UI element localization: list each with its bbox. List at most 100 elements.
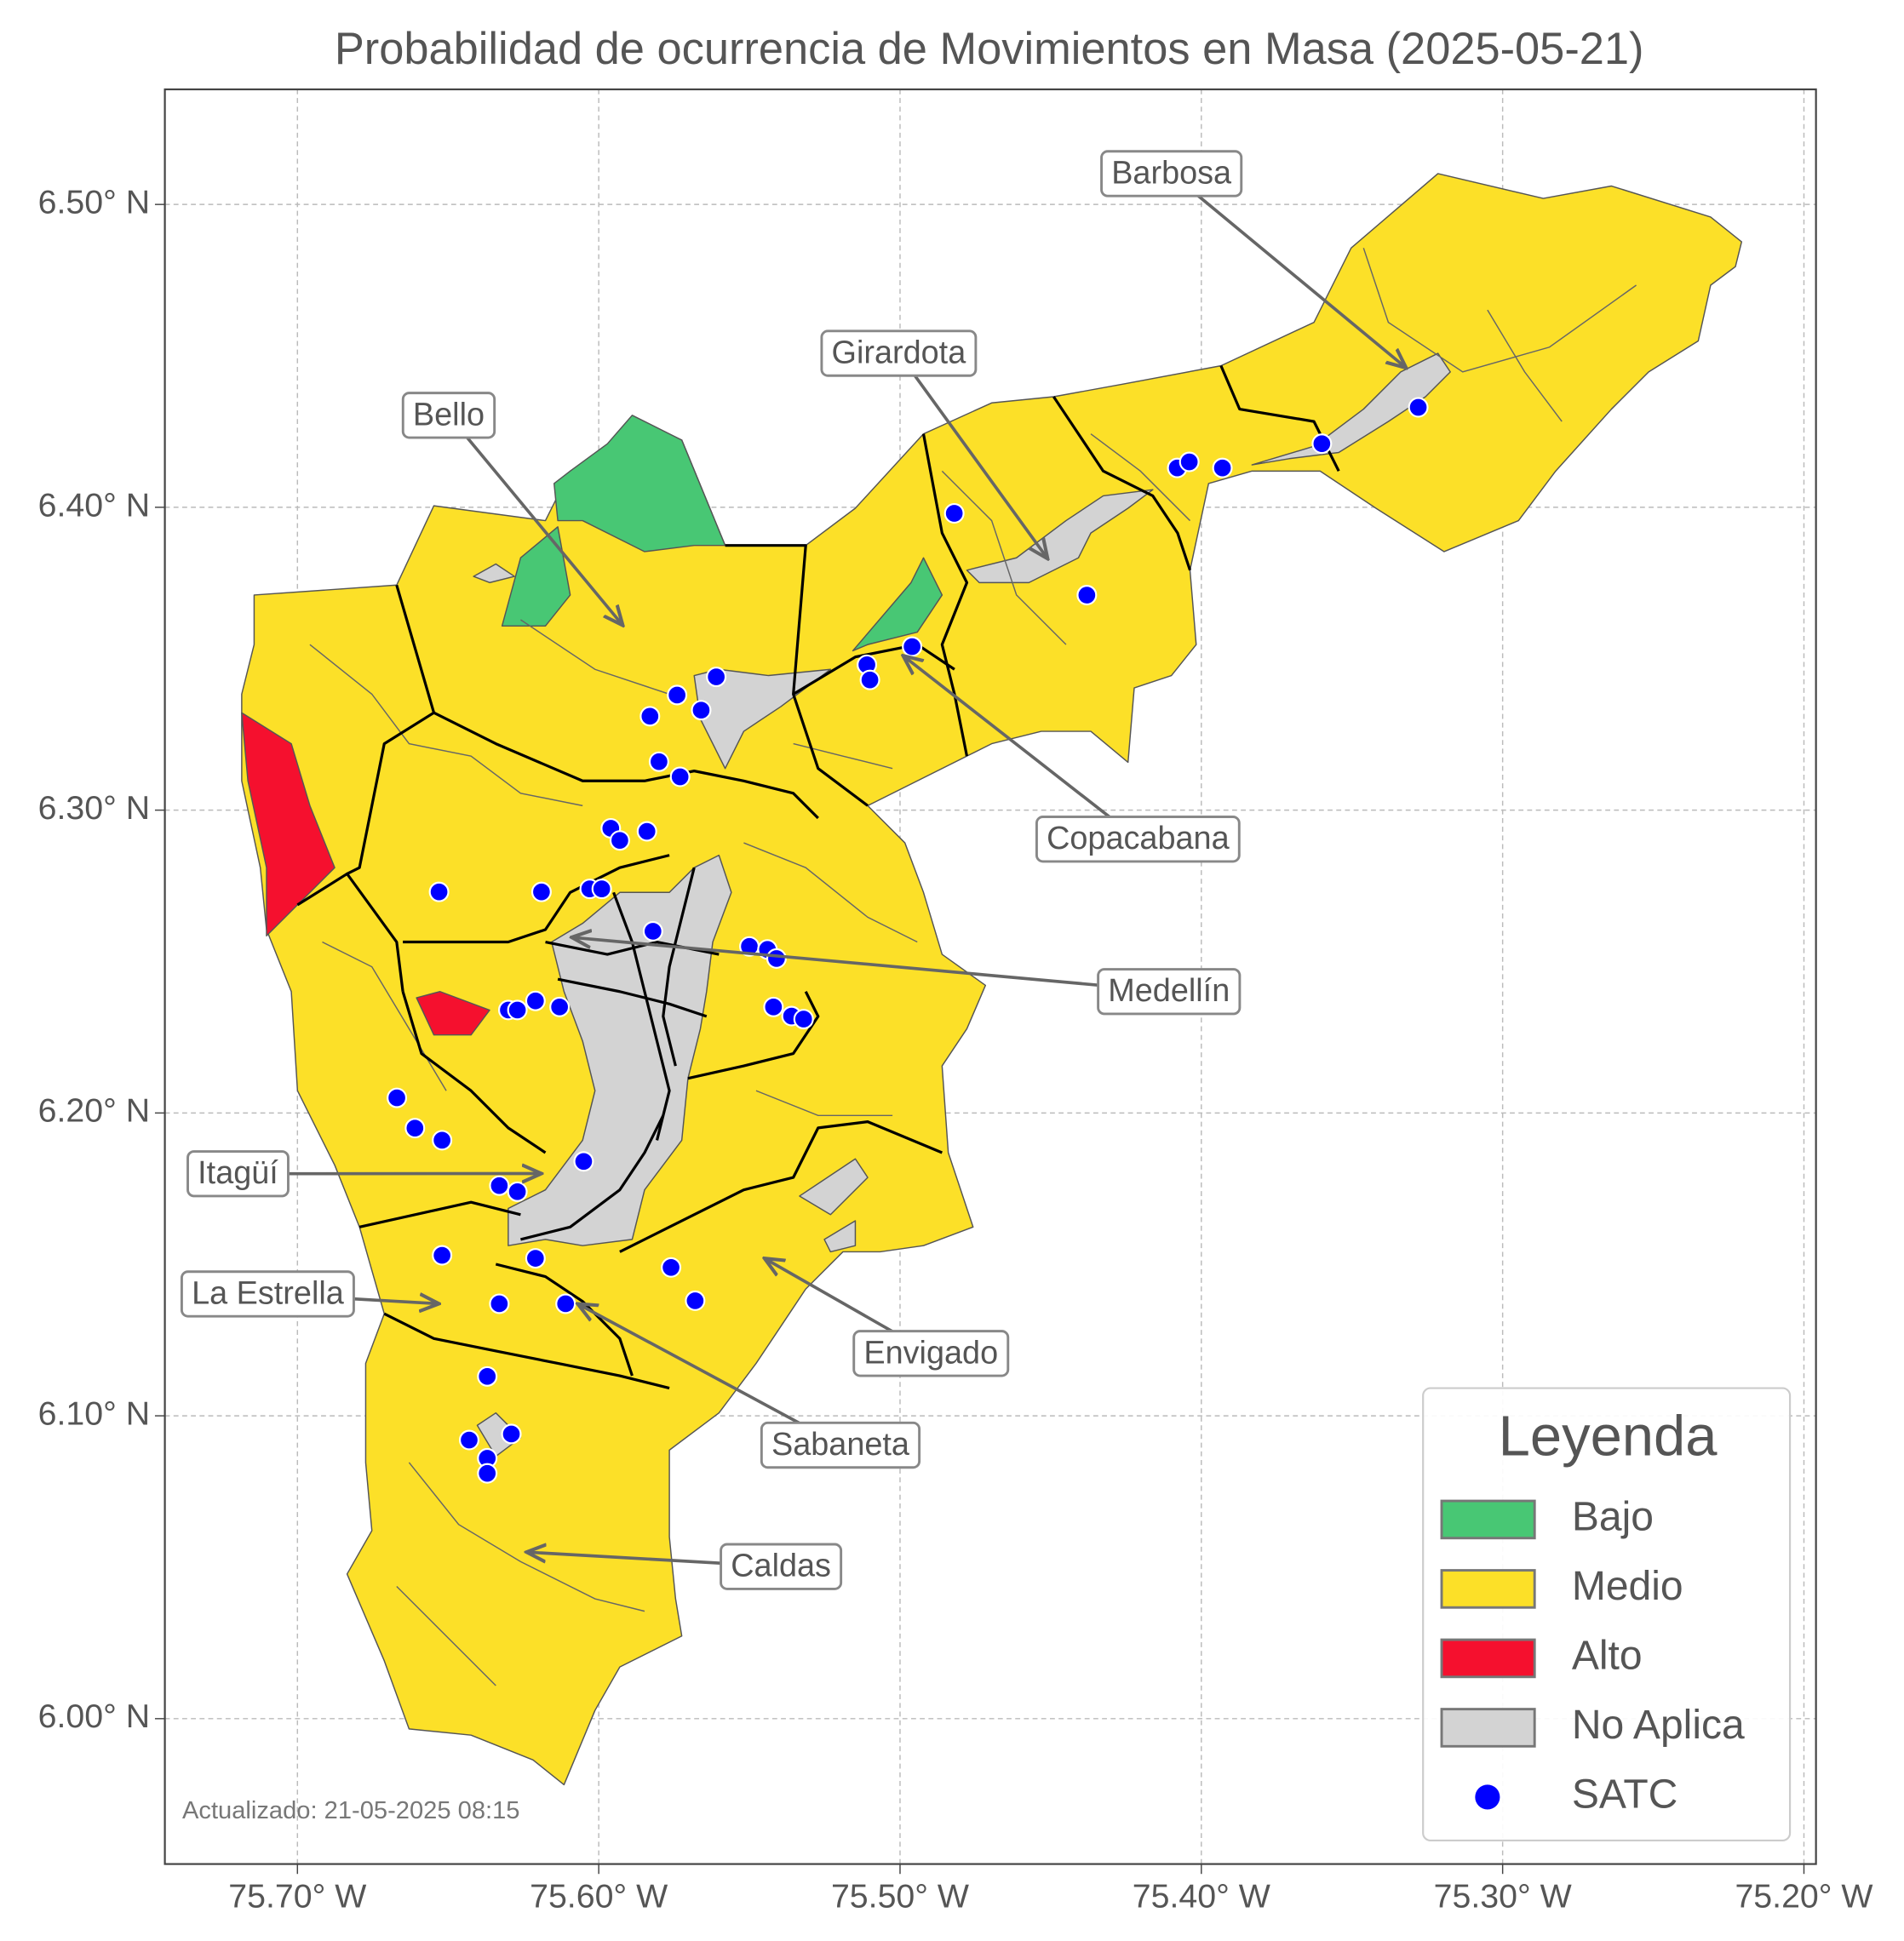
- annotation-box: [401, 392, 496, 439]
- annotation-label: Barbosa: [1111, 155, 1232, 191]
- legend-swatch: [1440, 1638, 1536, 1679]
- satc-point: [489, 1175, 510, 1196]
- annotation-box: [180, 1270, 355, 1318]
- region-bajo: [852, 557, 943, 652]
- municipal-borders: [296, 248, 1637, 1686]
- region-no-aplica: [693, 668, 832, 770]
- region-no-aplica: [799, 1158, 869, 1216]
- satc-point: [661, 1257, 682, 1278]
- legend-label: SATC: [1572, 1772, 1678, 1818]
- satc-point: [1212, 457, 1233, 478]
- y-tick-label: 6.00° N: [38, 1698, 151, 1735]
- annotation-box: [186, 1150, 290, 1198]
- region-no-aplica: [473, 563, 515, 584]
- satc-point: [525, 1248, 546, 1269]
- y-tick-label: 6.10° N: [38, 1394, 151, 1432]
- legend-label: No Aplica: [1572, 1703, 1745, 1748]
- satc-point: [525, 990, 546, 1011]
- region-bajo: [501, 526, 571, 627]
- annotation-arrow: [447, 414, 622, 626]
- satc-point: [555, 1293, 576, 1314]
- annotations: Barbosa Girardota Bello Copacabana Medellín I…: [180, 150, 1407, 1590]
- y-tick-label: 6.40° N: [38, 486, 151, 524]
- annotation-label: Girardota: [832, 335, 967, 371]
- x-tick-label: 75.30° W: [1434, 1878, 1572, 1915]
- satc-point: [669, 766, 691, 787]
- y-tick-label: 6.30° N: [38, 789, 151, 827]
- annotation-arrow: [903, 656, 1139, 841]
- legend-swatch: [1440, 1499, 1536, 1540]
- satc-point: [763, 996, 784, 1017]
- annotation-box: [1100, 150, 1243, 198]
- satc-point: [609, 830, 630, 851]
- legend-swatch: [1440, 1708, 1536, 1748]
- satc-point: [432, 1130, 453, 1151]
- legend-title: Leyenda: [1499, 1404, 1718, 1468]
- annotation-label: La Estrella: [192, 1275, 345, 1311]
- satc-points: [387, 397, 1429, 1484]
- x-tick-label: 75.50° W: [831, 1878, 969, 1915]
- satc-point: [1076, 585, 1098, 606]
- chart-title: Probabilidad de ocurrencia de Movimiento…: [335, 25, 1644, 74]
- region-alto: [416, 991, 490, 1036]
- annotation-label: Envigado: [863, 1335, 998, 1371]
- legend-marker: [1475, 1784, 1500, 1810]
- annotation-box: [1097, 968, 1242, 1016]
- annotation-label: Copacabana: [1047, 821, 1230, 856]
- annotation-box: [820, 329, 978, 377]
- satc-point: [432, 1245, 453, 1266]
- satc-point: [477, 1463, 498, 1484]
- satc-point: [507, 999, 528, 1021]
- region-no-aplica: [823, 1220, 857, 1253]
- annotation-box: [852, 1330, 1010, 1377]
- satc-point: [642, 920, 663, 942]
- x-tick-label: 75.60° W: [530, 1878, 668, 1915]
- satc-point: [706, 667, 727, 688]
- x-tick-label: 75.40° W: [1133, 1878, 1270, 1915]
- x-tick-label: 75.20° W: [1735, 1878, 1872, 1915]
- satc-point: [685, 1290, 706, 1311]
- satc-point: [507, 1181, 528, 1202]
- annotation-box: [1035, 816, 1241, 863]
- y-tick-label: 6.20° N: [38, 1092, 151, 1130]
- map-regions: [241, 173, 1743, 1786]
- satc-point: [501, 1423, 522, 1445]
- annotation-label: Caldas: [731, 1549, 831, 1584]
- annotation-label: Itagüí: [198, 1155, 278, 1191]
- satc-point: [1179, 451, 1200, 472]
- annotation-arrow: [577, 1303, 841, 1447]
- satc-point: [793, 1009, 814, 1030]
- annotation-arrow: [1170, 172, 1407, 368]
- legend: Leyenda Bajo Medio Alto No Aplica SATC: [1422, 1387, 1792, 1842]
- legend-label: Bajo: [1572, 1495, 1654, 1540]
- satc-point: [489, 1293, 510, 1314]
- satc-point: [404, 1118, 426, 1139]
- satc-point: [591, 879, 612, 900]
- annotation-label: Bello: [413, 397, 485, 432]
- satc-point: [458, 1429, 479, 1451]
- satc-point: [636, 821, 657, 842]
- annotation-label: Medellín: [1108, 973, 1230, 1009]
- y-tick-label: 6.50° N: [38, 184, 151, 221]
- satc-point: [943, 502, 965, 524]
- satc-point: [691, 700, 712, 721]
- satc-point: [1311, 433, 1333, 455]
- satc-point: [1408, 397, 1429, 418]
- satc-point: [667, 684, 688, 706]
- satc-point: [387, 1087, 408, 1108]
- satc-point: [648, 751, 669, 772]
- annotation-box: [760, 1421, 921, 1469]
- legend-label: Medio: [1572, 1564, 1683, 1609]
- satc-point: [639, 706, 661, 727]
- annotation-arrow: [571, 937, 1169, 993]
- legend-swatch: [1440, 1569, 1536, 1609]
- satc-point: [573, 1151, 594, 1172]
- region-no-aplica: [1251, 352, 1451, 466]
- plot-frame: [163, 88, 1817, 1865]
- satc-point: [549, 996, 571, 1017]
- annotation-label: Sabaneta: [771, 1427, 910, 1463]
- satc-point: [902, 636, 923, 657]
- satc-point: [530, 881, 552, 902]
- satc-point: [859, 669, 880, 690]
